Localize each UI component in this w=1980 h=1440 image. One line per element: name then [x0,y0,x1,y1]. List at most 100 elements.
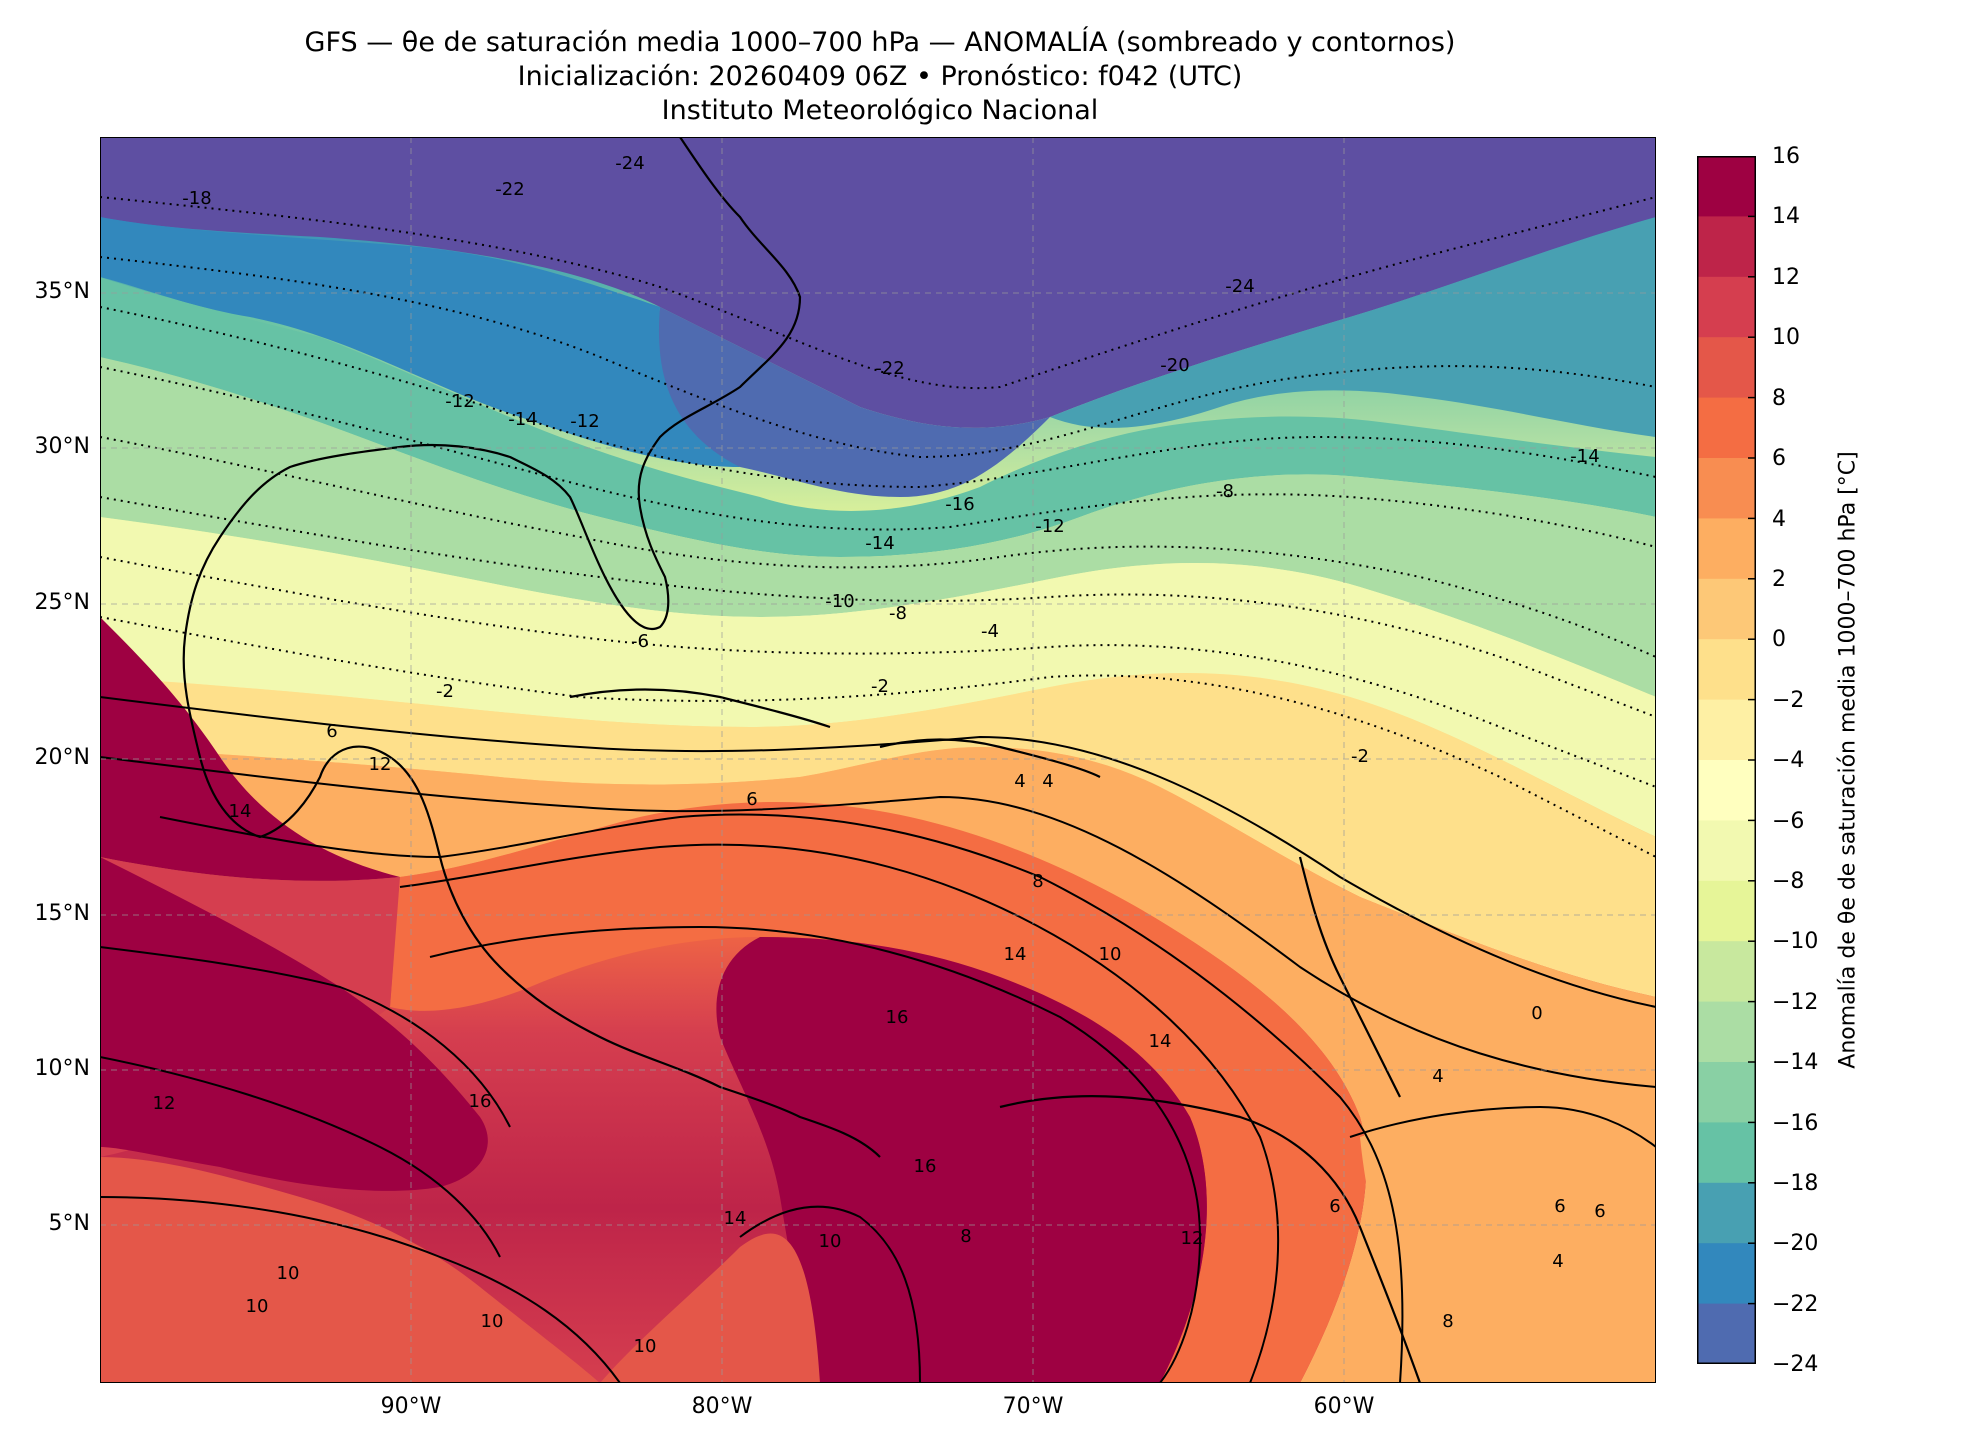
colorbar-segment [1697,518,1756,580]
band-minus-24 [100,137,1656,428]
contour-label: -12 [570,411,599,432]
colorbar-segment [1697,578,1756,640]
contour-label: -4 [981,621,999,642]
colorbar-tick: −16 [1772,1111,1819,1136]
contour-label: -8 [1216,481,1234,502]
contour-label: 10 [246,1296,269,1317]
contour-label: 4 [1042,771,1053,792]
colorbar-tick: −4 [1772,748,1805,773]
contour-label: 14 [1004,944,1027,965]
contour-label: -10 [825,591,854,612]
contour-label: -14 [508,409,537,430]
band-plus-16-caribbean [716,937,1207,1383]
figure-title: GFS — θe de saturación media 1000–700 hP… [0,26,1760,128]
colorbar-segment [1697,1001,1756,1063]
contour-label: 10 [819,1231,842,1252]
gridlines [100,137,1656,1383]
contour-label: 8 [1442,1311,1453,1332]
coastlines [182,137,1422,1383]
contour-label: 10 [1099,944,1122,965]
contour-label: 4 [1014,771,1025,792]
contour-label: -2 [871,676,889,697]
colorbar-segment [1697,1122,1756,1184]
contour-label: -2 [436,681,454,702]
band-minus-18 [1050,217,1656,437]
contour-label: 10 [634,1336,657,1357]
colorbar-segment [1697,1303,1756,1364]
band-plus-12-south [100,1157,600,1383]
contour-label: 14 [229,801,252,822]
colorbar-segment [1697,880,1756,942]
colorbar-segment [1697,156,1756,217]
contour-label: 6 [746,789,757,810]
contour-label: 10 [481,1311,504,1332]
contour-label: -22 [495,179,524,200]
lat-tick: 30°N [34,434,90,459]
contour-label: -20 [1160,355,1189,376]
colorbar-tick: −18 [1772,1171,1819,1196]
lon-tick: 80°W [691,1394,753,1419]
band-plus-16-west [100,617,400,881]
colorbar-frame [1697,156,1756,1364]
contour-label: -24 [615,153,644,174]
colorbar-tick: 8 [1772,386,1786,411]
contour-label: -12 [1035,516,1064,537]
colorbar-tick: −20 [1772,1231,1819,1256]
colorbar-segment [1697,941,1756,1003]
contour-label: 10 [277,1263,300,1284]
colorbar-tick: −22 [1772,1292,1819,1317]
band-minus-6 [100,517,1656,837]
contour-label: -22 [875,358,904,379]
colorbar-tick: −14 [1772,1050,1819,1075]
lon-tick: 90°W [380,1394,442,1419]
colorbar-tick: 0 [1772,627,1786,652]
colorbar-tick: 14 [1772,204,1800,229]
contour-label: 0 [1531,1003,1542,1024]
contour-label: 4 [1552,1251,1563,1272]
colorbar-segment [1697,760,1756,821]
contour-label: 12 [369,754,392,775]
colorbar-tick: −8 [1772,869,1805,894]
colorbar-tick: 6 [1772,446,1786,471]
contour-label: 6 [326,721,337,742]
colorbar-segment [1697,337,1756,399]
lat-tick: 20°N [34,745,90,770]
contour-label: 16 [469,1091,492,1112]
band-minus-2 [100,673,1656,997]
contour-label: 14 [724,1208,747,1229]
map-panel: -24 -22 -18 -22 -24 -20 -12 -14 -12 -14 … [100,137,1656,1383]
lat-tick: 5°N [48,1211,90,1236]
lon-tick: 70°W [1002,1394,1064,1419]
colorbar [1697,156,1756,1364]
lat-tick: 35°N [34,279,90,304]
band-plus-6-east [1360,1086,1656,1383]
colorbar-segment [1697,216,1756,278]
colorbar-tick: 4 [1772,507,1786,532]
contour-label: 6 [1594,1201,1605,1222]
colorbar-segment [1697,1182,1756,1244]
contour-label: 16 [886,1007,909,1028]
colorbar-tick: 2 [1772,567,1786,592]
contour-label: 8 [960,1226,971,1247]
lon-tick: 60°W [1313,1394,1375,1419]
colorbar-tick: −2 [1772,688,1805,713]
colorbar-tick: −10 [1772,929,1819,954]
band-minus-22 [656,307,1050,497]
colorbar-tick: 12 [1772,265,1800,290]
colorbar-segment [1697,1062,1756,1123]
contour-label: 14 [1149,1031,1172,1052]
band-plus-10-south [600,1233,820,1383]
colorbar-segment [1697,1243,1756,1305]
band-plus-16-pacific [100,857,488,1191]
title-line-2: Inicialización: 20260409 06Z • Pronóstic… [517,61,1243,92]
band-plus-8 [390,802,1367,1383]
contour-label: -16 [945,494,974,515]
title-line-1: GFS — θe de saturación media 1000–700 hP… [304,27,1456,58]
contour-label: -2 [1351,746,1369,767]
lat-tick: 10°N [34,1056,90,1081]
colorbar-label: Anomalía de θe de saturación media 1000–… [1835,451,1861,1069]
contour-label: -6 [631,631,649,652]
contour-label: -8 [889,603,907,624]
negative-contours [100,196,1656,858]
contour-label: 4 [1432,1066,1443,1087]
